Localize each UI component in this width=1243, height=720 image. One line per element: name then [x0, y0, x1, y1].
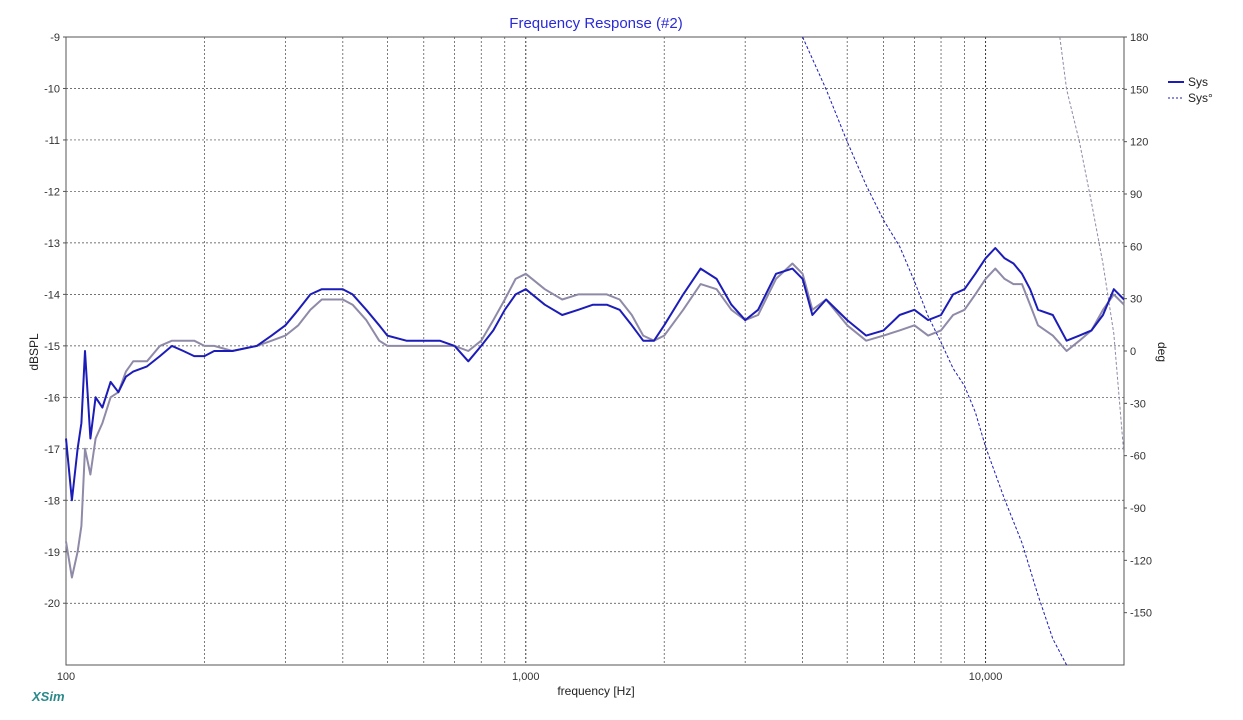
series-line-sys	[802, 36, 1068, 666]
x-tick-label: 10,000	[969, 671, 1003, 683]
y-tick-label: -18	[44, 495, 60, 507]
y-tick-label: -10	[44, 83, 60, 95]
y-tick-label: -17	[44, 444, 60, 456]
y-tick-label: -20	[44, 598, 60, 610]
y-tick-label: -9	[50, 32, 60, 44]
y-tick-label: -19	[44, 547, 60, 559]
tick-labels: -9 -10 -11 -12 -13 -14 -15 -16 -17 -18 -19 -20 180 15…	[44, 32, 1152, 683]
xsim-logo: XSim	[31, 689, 65, 704]
series-line-sys-gray	[65, 262, 1125, 579]
y2-tick-label: 120	[1130, 137, 1148, 149]
grid	[66, 37, 1124, 665]
x-axis-label: frequency [Hz]	[557, 684, 634, 698]
y2-tick-label: -30	[1130, 398, 1146, 410]
series-line-sys-gray	[1059, 36, 1125, 456]
legend: Sys Sys°	[1168, 75, 1213, 105]
y2-tick-label: 180	[1130, 32, 1148, 44]
y-tick-label: -14	[44, 289, 60, 301]
y2-tick-label: -90	[1130, 503, 1146, 515]
x-tick-label: 1,000	[512, 671, 540, 683]
legend-label: Sys°	[1188, 91, 1213, 105]
y2-tick-label: 0	[1130, 346, 1136, 358]
y2-tick-label: -150	[1130, 608, 1152, 620]
x-tick-label: 100	[57, 671, 75, 683]
y2-axis-label: deg	[1155, 342, 1169, 362]
y2-tick-label: -120	[1130, 555, 1152, 567]
y-tick-label: -11	[45, 135, 60, 147]
y2-tick-label: 150	[1130, 84, 1148, 96]
y2-tick-label: 30	[1130, 294, 1142, 306]
y2-tick-label: -60	[1130, 451, 1146, 463]
y-tick-label: -13	[44, 238, 60, 250]
legend-label: Sys	[1188, 75, 1208, 89]
y-tick-label: -12	[44, 186, 60, 198]
y2-tick-label: 60	[1130, 241, 1142, 253]
y-axis-label: dBSPL	[27, 333, 41, 371]
series-layer	[65, 36, 1125, 666]
y-tick-label: -15	[44, 341, 60, 353]
series-line-sys	[65, 247, 1125, 502]
y-tick-label: -16	[44, 392, 60, 404]
y2-tick-label: 90	[1130, 189, 1142, 201]
chart-title: Frequency Response (#2)	[509, 15, 682, 32]
